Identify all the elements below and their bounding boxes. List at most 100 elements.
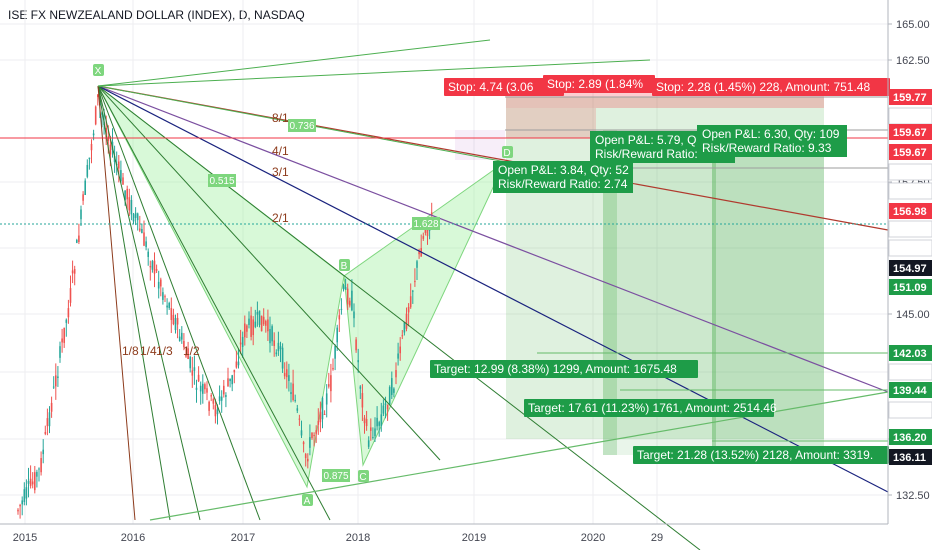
grid bbox=[0, 0, 888, 524]
candle-body bbox=[122, 177, 124, 185]
pattern-point-c: C bbox=[359, 472, 366, 483]
pattern-ratio-bg bbox=[412, 217, 440, 230]
candle-body bbox=[355, 339, 357, 351]
pattern-point-x: X bbox=[95, 66, 102, 77]
time-axis[interactable]: 2015 2016 2017 2018 2019 2020 29 bbox=[0, 523, 888, 544]
candle-body bbox=[65, 319, 68, 323]
candle-body bbox=[388, 387, 391, 405]
candle-body bbox=[107, 136, 110, 141]
price-tag: 136.11 bbox=[893, 452, 926, 464]
pattern-point-d: D bbox=[503, 148, 510, 159]
pattern-point-b: B bbox=[341, 261, 348, 272]
candle-body bbox=[378, 422, 380, 426]
candle-body bbox=[17, 509, 19, 512]
candle-body bbox=[139, 228, 141, 231]
candle-body bbox=[422, 236, 425, 239]
candle-body bbox=[147, 251, 149, 257]
fan-upper bbox=[97, 39, 491, 87]
time-tick-label: 2015 bbox=[13, 532, 37, 544]
candle-body bbox=[80, 209, 82, 220]
candle-body bbox=[160, 279, 162, 287]
candle-body bbox=[340, 308, 343, 310]
candle-body bbox=[57, 376, 59, 378]
price-tag: 159.67 bbox=[893, 147, 927, 159]
candle-body bbox=[298, 418, 301, 420]
candle-body bbox=[40, 458, 42, 473]
candle-body bbox=[403, 322, 406, 333]
candle-body bbox=[164, 296, 166, 298]
candle-body bbox=[277, 342, 280, 352]
candle-body bbox=[426, 229, 429, 237]
fan-line bbox=[97, 85, 261, 521]
harmonic-xab bbox=[97, 85, 345, 489]
candle-body bbox=[275, 352, 278, 355]
position-box-pnl: Open P&L: 6.30, Qty: 109 bbox=[702, 127, 840, 141]
candle-body bbox=[374, 428, 376, 437]
target-label: Target: 21.28 (13.52%) 2128, Amount: 331… bbox=[637, 448, 873, 462]
candle-body bbox=[300, 430, 303, 436]
price-tag: 159.67 bbox=[893, 127, 927, 139]
candle-body bbox=[151, 261, 154, 270]
candle-body bbox=[155, 269, 158, 271]
target-label-bg bbox=[524, 399, 774, 417]
candle-body bbox=[82, 194, 84, 201]
fan-line bbox=[97, 85, 441, 461]
candle-body bbox=[386, 404, 389, 410]
candle-body bbox=[395, 370, 397, 378]
candle-body bbox=[418, 251, 420, 255]
stop-label: Stop: 2.28 (1.45%) 228, Amount: 751.48 bbox=[656, 80, 870, 94]
position-box-rr: Risk/Reward Ratio: 2.74 bbox=[498, 177, 628, 191]
candle-body bbox=[256, 311, 259, 315]
pattern-ratio-bg bbox=[208, 174, 236, 187]
candle-body bbox=[380, 414, 383, 426]
candle-body bbox=[206, 388, 208, 393]
candle-body bbox=[69, 288, 72, 303]
pattern-ratio: 1.628 bbox=[413, 219, 438, 230]
candle-body bbox=[391, 378, 393, 395]
price-tag-bg bbox=[888, 401, 932, 419]
candle-body bbox=[130, 199, 133, 215]
price-tag-bg bbox=[889, 203, 932, 219]
candle-body bbox=[23, 489, 26, 503]
candle-body bbox=[302, 442, 305, 445]
candle-body bbox=[365, 419, 368, 427]
candle-body bbox=[359, 386, 362, 389]
candle-body bbox=[59, 346, 61, 358]
candle-body bbox=[90, 143, 93, 151]
price-tag: 159.77 bbox=[893, 92, 927, 104]
candle-body bbox=[34, 472, 36, 491]
candle-body bbox=[88, 157, 91, 160]
candle-body bbox=[229, 378, 231, 382]
pattern-ratio: 0.736 bbox=[289, 121, 314, 132]
candle-body bbox=[288, 375, 290, 382]
candle-body bbox=[143, 232, 145, 246]
candle-body bbox=[191, 370, 194, 376]
stop-label: Stop: 2.89 (1.84% bbox=[547, 77, 643, 91]
candle-body bbox=[31, 481, 34, 485]
candle-body bbox=[193, 367, 196, 371]
candle-body bbox=[273, 340, 275, 347]
candle-body bbox=[19, 504, 21, 507]
candle-body bbox=[132, 214, 135, 222]
candle-body bbox=[97, 94, 99, 98]
candle-body bbox=[244, 323, 246, 338]
candle-body bbox=[25, 487, 28, 499]
candle-body bbox=[227, 378, 229, 387]
candle-body bbox=[212, 398, 215, 404]
candle-body bbox=[162, 292, 164, 300]
price-tag-bg bbox=[889, 429, 932, 445]
price-axis[interactable]: 132.50137.50141.94145.00150.00152.50157.… bbox=[887, 0, 932, 524]
price-tag-bg bbox=[889, 279, 932, 295]
fan-line bbox=[97, 85, 331, 521]
candle-body bbox=[233, 369, 236, 373]
candle-body bbox=[216, 409, 219, 415]
candle-body bbox=[174, 318, 177, 331]
candle-body bbox=[86, 164, 89, 177]
price-tag: 154.93 bbox=[893, 243, 927, 255]
price-tag-bg bbox=[889, 449, 932, 465]
candle-body bbox=[397, 353, 399, 359]
candle-body bbox=[101, 112, 103, 115]
candle-body bbox=[412, 290, 414, 292]
position-box-rr: Risk/Reward Ratio: bbox=[595, 147, 698, 161]
